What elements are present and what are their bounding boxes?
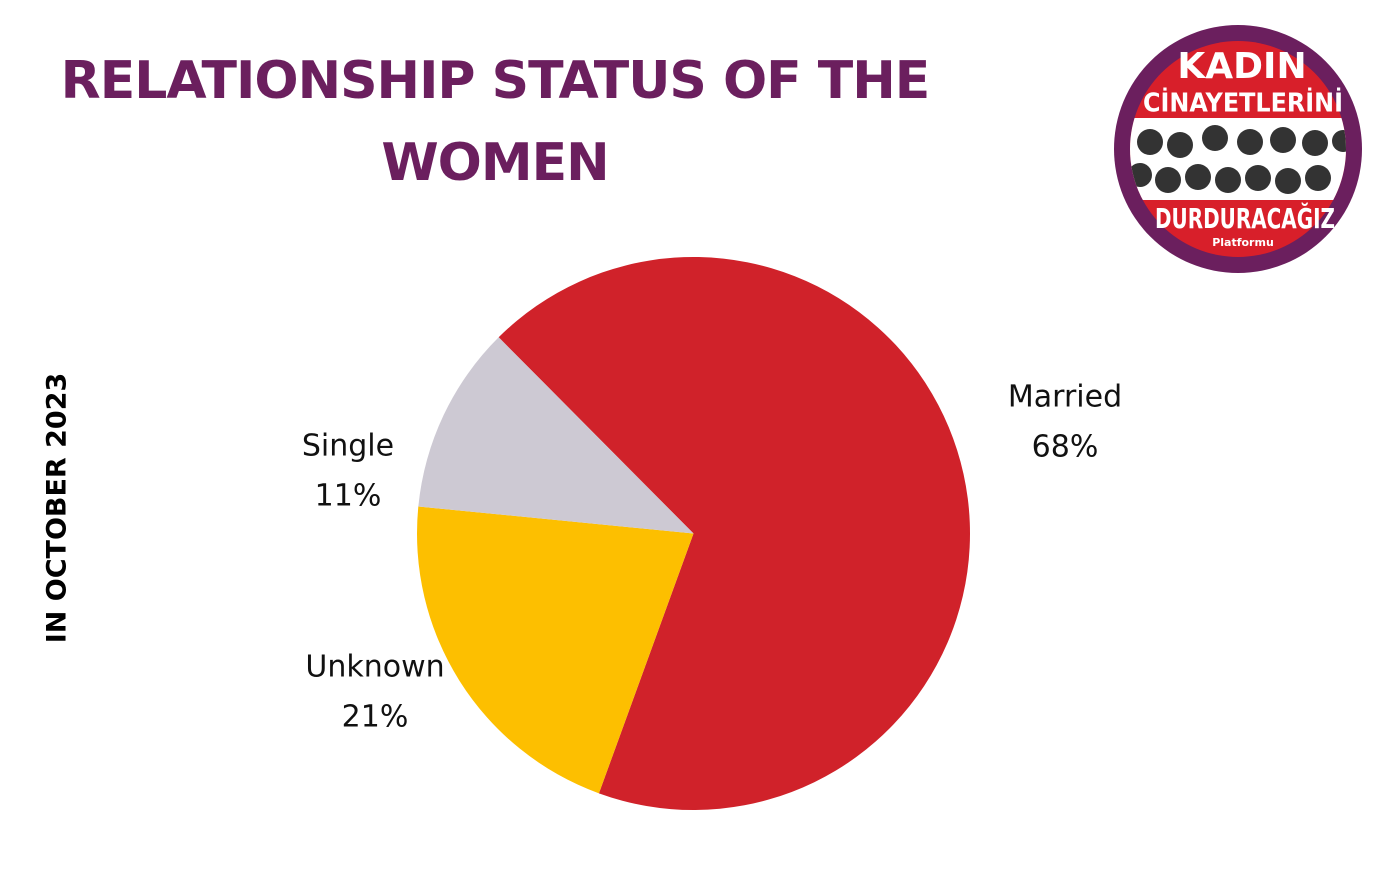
- logo-text: DURDURACAĞIZ: [1155, 201, 1335, 235]
- chart-title: RELATIONSHIP STATUS OF THE WOMEN: [60, 51, 931, 193]
- slice-label: Single: [302, 429, 394, 464]
- slice-label: Married: [1008, 380, 1122, 415]
- data-label: 21%: [342, 700, 409, 735]
- logo-text: Platformu: [1212, 236, 1274, 249]
- slice-label: Unknown: [305, 650, 444, 685]
- pie-slice: [417, 506, 694, 794]
- pie-slice: [498, 257, 970, 810]
- logo-text: KADIN: [1177, 46, 1306, 87]
- data-label: 11%: [315, 479, 382, 514]
- logo: KADIN CİNAYETLERİNİ DURDURACAĞIZ Platfor…: [1114, 25, 1362, 273]
- data-label: 68%: [1032, 430, 1099, 465]
- pie-slice: [418, 337, 694, 534]
- logo-text: CİNAYETLERİNİ: [1143, 87, 1343, 119]
